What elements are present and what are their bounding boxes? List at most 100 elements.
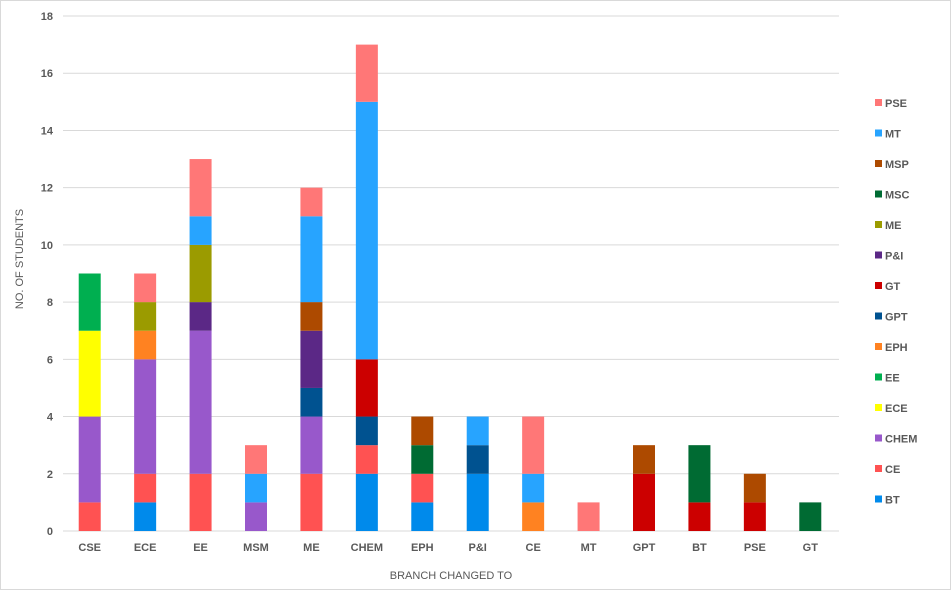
bar-segment-P&I-GPT [466, 445, 489, 474]
x-tick-label: EPH [411, 542, 434, 554]
bar-segment-EPH-MSP [411, 416, 434, 446]
legend-label: ECE [885, 403, 908, 415]
bar-segment-P&I-BT [466, 473, 489, 531]
bar-segment-PSE-MSP [743, 473, 766, 503]
legend-swatch [875, 465, 882, 472]
legend-swatch [875, 99, 882, 106]
x-tick-label: ECE [134, 542, 157, 554]
legend-swatch [875, 251, 882, 259]
x-tick-label: EE [193, 542, 208, 554]
x-tick-label: BT [692, 542, 707, 554]
legend-swatch [875, 434, 882, 442]
bar-segment-CSE-CHEM [78, 416, 101, 503]
x-tick-label: MT [581, 542, 597, 554]
bar-segment-GT-MSC [799, 502, 822, 531]
legend-label: CE [885, 464, 900, 476]
x-tick-label: GT [803, 542, 819, 554]
legend-label: MSP [885, 159, 909, 171]
bar-segment-EE-CHEM [189, 330, 212, 474]
legend-label: ME [885, 220, 902, 232]
bar-segment-ECE-CHEM [134, 359, 157, 474]
bar-segment-ME-MSP [300, 302, 323, 331]
x-axis-label: BRANCH CHANGED TO [390, 570, 513, 582]
legend-label: EE [885, 373, 900, 385]
x-tick-label: CHEM [351, 542, 383, 554]
bar-segment-CE-MT [522, 473, 545, 503]
legend-swatch [875, 129, 882, 137]
bar-segment-ME-GPT [300, 387, 323, 417]
bar-segment-CSE-EE [78, 273, 101, 331]
y-tick-label: 4 [47, 412, 54, 424]
bar-segment-CHEM-BT [355, 473, 378, 531]
bar-segment-EE-CE [189, 473, 212, 531]
bar-segment-BT-MSC [688, 445, 711, 503]
y-tick-label: 10 [41, 240, 53, 252]
bar-segment-CSE-CE [78, 502, 101, 531]
bar-segment-ME-CE [300, 473, 323, 531]
x-tick-label: CE [526, 542, 541, 554]
legend-label: CHEM [885, 434, 917, 446]
bar-segment-CHEM-GT [355, 359, 378, 417]
bar-segment-ECE-ME [134, 302, 157, 331]
legend-swatch [875, 282, 882, 289]
legend-swatch [875, 373, 882, 381]
bar-segment-ME-PSE [300, 187, 323, 217]
legend-swatch [875, 312, 882, 320]
legend: PSE MT MSP MSC ME P&I GT GPT EPH EE ECE CHEM CE BT [875, 98, 917, 507]
bar-segment-CHEM-CE [355, 445, 378, 474]
bar-segment-EE-ME [189, 244, 212, 303]
bar-segment-CE-EPH [522, 502, 545, 531]
bar-segment-MSM-CHEM [245, 502, 267, 531]
bar-segment-GPT-MSP [633, 445, 655, 474]
bar-segment-MSM-PSE [245, 445, 267, 474]
bar-segment-P&I-MT [466, 416, 489, 446]
x-tick-labels: CSE ECE EE MSM ME CHEM EPH P&I CE MT GPT BT PSE GT [78, 542, 818, 554]
x-tick-label: MSM [243, 542, 269, 554]
bar-segment-ECE-PSE [134, 273, 157, 303]
bar-segment-ECE-CE [134, 473, 157, 503]
bar-segment-MT-PSE [577, 502, 600, 531]
y-tick-label: 16 [41, 68, 53, 80]
legend-swatch [875, 221, 882, 228]
bar-segment-EPH-CE [411, 473, 434, 503]
bar-segment-EE-P&I [189, 302, 212, 331]
bar-segment-ME-CHEM [300, 416, 323, 474]
bar-segment-ECE-BT [134, 502, 157, 531]
bar-segment-ME-P&I [300, 330, 323, 388]
bar-segment-EE-MT [189, 216, 212, 245]
bar-segment-CHEM-GPT [355, 416, 378, 446]
x-tick-label: PSE [744, 542, 766, 554]
legend-label: EPH [885, 342, 908, 354]
bar-segment-CHEM-MT [355, 101, 378, 360]
bar-segment-GPT-GT [633, 473, 655, 531]
y-tick-label: 18 [41, 11, 53, 23]
legend-label: GPT [885, 312, 908, 324]
legend-label: BT [885, 495, 900, 507]
legend-swatch [875, 190, 882, 198]
bar-segment-CSE-ECE [78, 330, 101, 417]
bars [78, 44, 822, 531]
x-tick-label: GPT [633, 542, 656, 554]
legend-label: MT [885, 129, 901, 141]
y-tick-label: 12 [41, 183, 53, 195]
y-tick-label: 2 [47, 469, 53, 481]
bar-segment-ECE-EPH [134, 330, 157, 360]
x-tick-label: CSE [78, 542, 101, 554]
legend-swatch [875, 343, 882, 350]
y-axis-label: NO. OF STUDENTS [14, 209, 26, 309]
bar-segment-MSM-MT [245, 473, 267, 503]
bar-segment-CE-PSE [522, 416, 545, 474]
bar-segment-BT-GT [688, 502, 711, 531]
legend-swatch [875, 160, 882, 167]
y-tick-label: 8 [47, 297, 53, 309]
bar-segment-EPH-MSC [411, 445, 434, 474]
bar-segment-EPH-BT [411, 502, 434, 531]
gridlines [63, 15, 839, 532]
legend-label: MSC [885, 190, 910, 202]
bar-segment-EE-PSE [189, 159, 212, 217]
y-tick-label: 0 [47, 526, 53, 538]
bar-segment-CHEM-PSE [355, 44, 378, 102]
legend-label: PSE [885, 98, 907, 110]
